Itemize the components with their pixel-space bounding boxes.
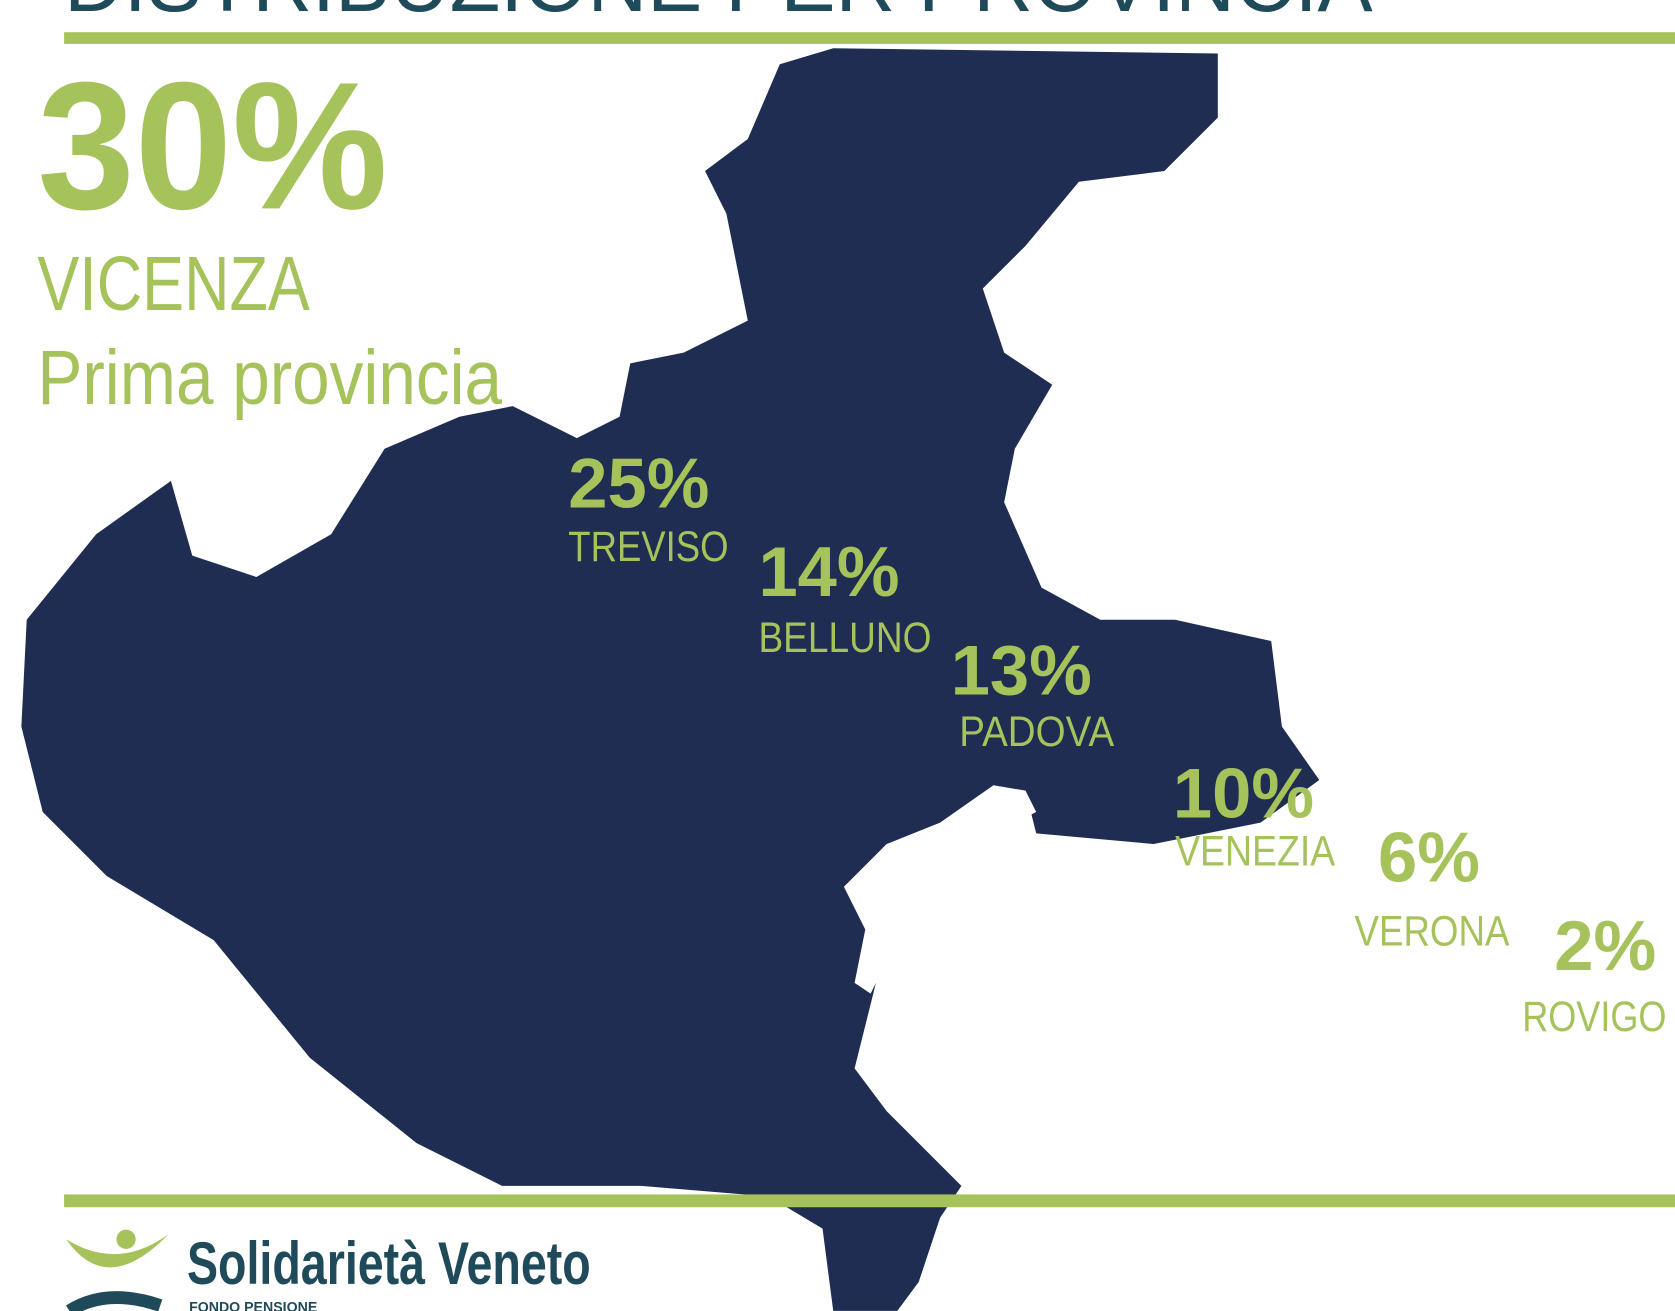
veneto-map — [21, 48, 1320, 1311]
province-name: TREVISO — [568, 523, 728, 571]
province-value: 14% — [758, 532, 899, 611]
province-value: 6% — [1378, 817, 1480, 896]
province-name: ROVIGO — [1522, 993, 1666, 1041]
province-value: 2% — [1554, 906, 1656, 985]
province-name: VERONA — [1355, 908, 1510, 956]
highlight-province: VICENZA — [37, 241, 310, 327]
logo-arc — [66, 1233, 169, 1268]
province-value: 10% — [1173, 753, 1314, 832]
province-name: BELLUNO — [758, 614, 931, 662]
logo-dot — [116, 1229, 136, 1249]
bottom-rule — [64, 1194, 1675, 1208]
logo-subtitle: FONDO PENSIONE — [189, 1299, 317, 1311]
province-list: 25%TREVISO 14%BELLUNO 13%PADOVA 10%VENEZIA 6… — [568, 444, 1666, 1041]
logo: Solidarietà Veneto FONDO PENSIONE — [66, 1229, 591, 1311]
province-value: 25% — [568, 444, 709, 523]
logo-arc-dark — [66, 1291, 163, 1311]
page-title: DISTRIBUZIONE PER PROVINCIA — [64, 0, 1373, 30]
province-value: 13% — [951, 630, 1092, 709]
highlight-note: Prima provincia — [37, 335, 502, 421]
lagoon — [843, 785, 1037, 994]
top-rule — [64, 32, 1675, 44]
province-name: PADOVA — [959, 708, 1114, 756]
province-name: VENEZIA — [1175, 827, 1336, 875]
highlight-value: 30% — [37, 45, 387, 247]
logo-name: Solidarietà Veneto — [187, 1230, 591, 1297]
